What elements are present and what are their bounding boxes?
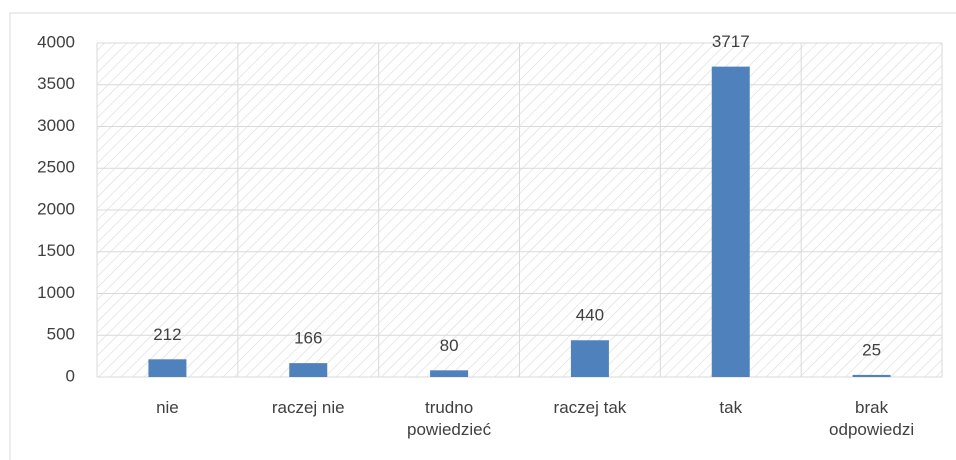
bar [148,359,187,377]
y-tick-label: 3500 [37,74,75,93]
data-label: 25 [862,340,881,359]
bar [711,66,750,378]
x-tick-label: nie [156,398,179,417]
x-tick-label: trudno powiedzieć [407,398,492,439]
y-tick-label: 500 [47,325,75,344]
y-tick-label: 0 [66,366,75,385]
y-tick-label: 4000 [37,32,75,51]
data-label: 212 [153,325,181,344]
bar [430,370,469,377]
y-tick-label: 1000 [37,283,75,302]
x-tick-label: brak odpowiedzi [829,398,915,439]
y-tick-label: 1500 [37,241,75,260]
data-label: 3717 [712,32,750,51]
x-tick-label: tak [719,398,743,417]
data-label: 80 [440,336,459,355]
bar [289,363,328,377]
y-tick-label: 2000 [37,199,75,218]
chart-border [9,12,956,460]
y-tick-label: 2500 [37,158,75,177]
data-label: 166 [294,329,322,348]
y-tick-label: 3000 [37,116,75,135]
x-tick-label: raczej nie [271,398,345,417]
bar [852,374,891,377]
bar [570,340,609,377]
data-label: 440 [576,306,604,325]
x-tick-label: raczej tak [553,398,627,417]
